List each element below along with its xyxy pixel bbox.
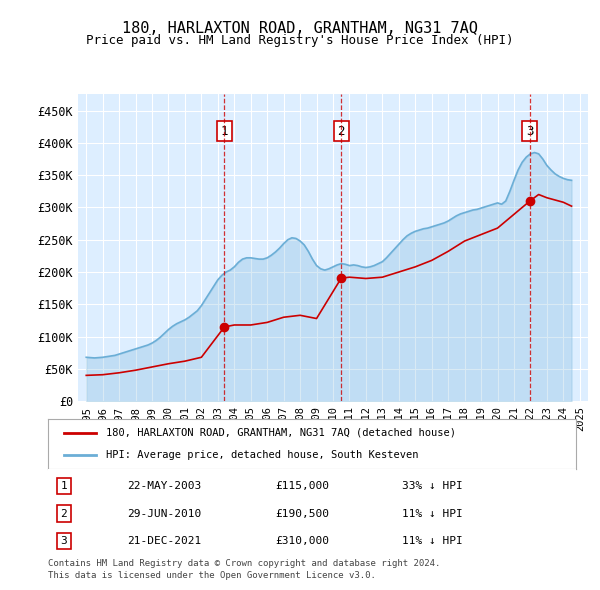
Text: 3: 3 <box>61 536 67 546</box>
Text: HPI: Average price, detached house, South Kesteven: HPI: Average price, detached house, Sout… <box>106 450 419 460</box>
Text: 11% ↓ HPI: 11% ↓ HPI <box>402 509 463 519</box>
Text: 3: 3 <box>526 124 533 137</box>
Text: £115,000: £115,000 <box>275 481 329 491</box>
Text: £310,000: £310,000 <box>275 536 329 546</box>
Text: 180, HARLAXTON ROAD, GRANTHAM, NG31 7AQ (detached house): 180, HARLAXTON ROAD, GRANTHAM, NG31 7AQ … <box>106 428 456 438</box>
Text: 2: 2 <box>61 509 67 519</box>
Text: 11% ↓ HPI: 11% ↓ HPI <box>402 536 463 546</box>
Text: 180, HARLAXTON ROAD, GRANTHAM, NG31 7AQ: 180, HARLAXTON ROAD, GRANTHAM, NG31 7AQ <box>122 21 478 35</box>
Text: 1: 1 <box>221 124 228 137</box>
Text: Price paid vs. HM Land Registry's House Price Index (HPI): Price paid vs. HM Land Registry's House … <box>86 34 514 47</box>
Text: 33% ↓ HPI: 33% ↓ HPI <box>402 481 463 491</box>
Text: £190,500: £190,500 <box>275 509 329 519</box>
Text: 2: 2 <box>337 124 345 137</box>
Text: This data is licensed under the Open Government Licence v3.0.: This data is licensed under the Open Gov… <box>48 571 376 579</box>
Text: 1: 1 <box>61 481 67 491</box>
Text: 22-MAY-2003: 22-MAY-2003 <box>127 481 202 491</box>
Text: 29-JUN-2010: 29-JUN-2010 <box>127 509 202 519</box>
Text: 21-DEC-2021: 21-DEC-2021 <box>127 536 202 546</box>
Text: Contains HM Land Registry data © Crown copyright and database right 2024.: Contains HM Land Registry data © Crown c… <box>48 559 440 568</box>
